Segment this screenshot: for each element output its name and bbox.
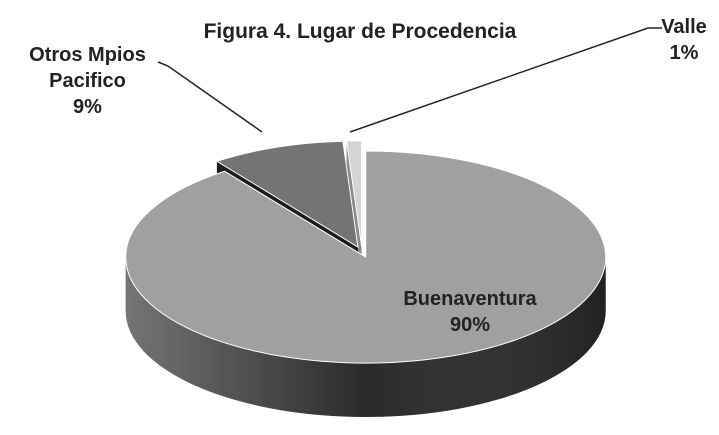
slice-label: Otros Mpios Pacifico 9% (0, 42, 175, 120)
slice-side-shade (125, 257, 606, 418)
slice-label: Valle 1% (650, 14, 718, 66)
slice-category: Buenaventura (403, 288, 537, 310)
slice-value-label: 90% (449, 314, 491, 336)
slice-value-label: 9% (73, 96, 102, 118)
slice-category: Otros Mpios Pacifico (29, 44, 146, 92)
pie-tops (125, 140, 607, 364)
leader-line (157, 61, 263, 133)
pie-slice (125, 150, 607, 364)
pie-slice (215, 140, 359, 248)
chart-title: Figura 4. Lugar de Procedencia (203, 20, 517, 43)
slice-label: Buenaventura 90% (370, 286, 570, 338)
slice-category: Valle (661, 16, 707, 38)
pie-slice (345, 140, 363, 247)
slice-value-label: 1% (669, 42, 699, 64)
leader-line (349, 27, 662, 133)
